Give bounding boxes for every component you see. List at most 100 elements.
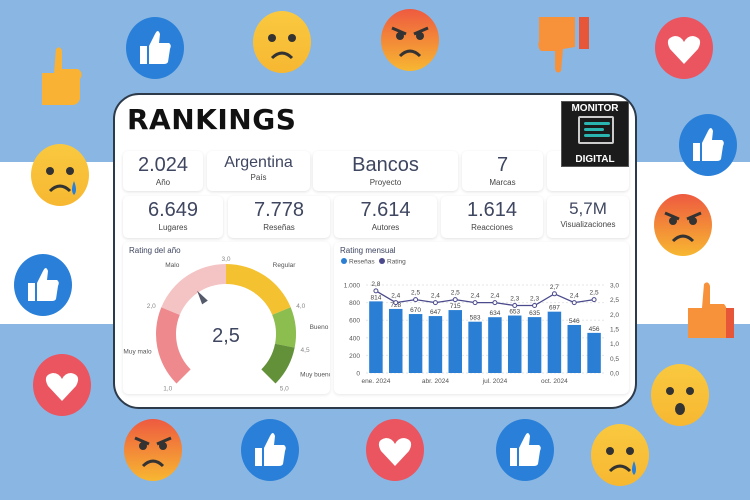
rating-data-label: 2,8 (371, 281, 380, 288)
logo-text-bottom: DIGITAL (575, 154, 615, 165)
gauge-band (161, 264, 226, 315)
rating-point (472, 300, 478, 306)
bar-data-label: 635 (529, 310, 540, 317)
rating-data-label: 2,4 (431, 293, 440, 300)
gauge-band (261, 343, 295, 384)
rating-data-label: 2,5 (411, 290, 420, 297)
rating-point (452, 297, 458, 303)
kpi-value: 5,7M (569, 199, 607, 218)
gauge-value: 2,5 (212, 325, 240, 347)
bar-data-label: 728 (390, 302, 401, 309)
gauge-tick-label: 3,0 (221, 256, 230, 263)
y-left-tick-label: 600 (349, 318, 360, 325)
bar (468, 321, 482, 373)
rating-point (432, 300, 438, 306)
angry-face-icon (123, 418, 183, 482)
like-icon (125, 16, 185, 80)
y-right-tick-label: 0,0 (610, 371, 619, 378)
rating-point (532, 303, 538, 309)
bar (389, 308, 403, 373)
legend-label: Rating (387, 259, 406, 266)
like-icon (240, 418, 300, 482)
surprised-face-icon (650, 363, 710, 427)
kpi-views: 5,7M Visualizaciones (547, 196, 629, 238)
sad-face-icon (590, 423, 650, 487)
angry-face-icon (653, 193, 713, 257)
kpi-value: 7.614 (360, 199, 411, 221)
thumbs-up-yellow-icon (28, 43, 88, 107)
kpi-project: Bancos Proyecto (313, 151, 458, 191)
rating-data-label: 2,4 (570, 293, 579, 300)
gauge-tick-label: 2,0 (147, 303, 156, 310)
logo-text-top: MONITOR (571, 103, 619, 114)
rating-data-label: 2,5 (590, 290, 599, 297)
kpi-value: 1.614 (466, 199, 518, 221)
rating-point (571, 300, 577, 306)
kpi-year: 2.024 Año (123, 151, 203, 191)
like-icon (13, 253, 73, 317)
kpi-label: Lugares (158, 223, 188, 232)
rating-point (492, 300, 498, 306)
rating-data-label: 2,4 (490, 293, 499, 300)
y-left-tick-label: 400 (349, 335, 360, 342)
rating-data-label: 2,4 (391, 293, 400, 300)
rating-data-label: 2,7 (550, 284, 559, 291)
bar-data-label: 456 (589, 326, 600, 333)
kpi-value: 6.649 (147, 199, 199, 221)
rating-point (393, 300, 399, 306)
legend-label: Reseñas (349, 259, 375, 266)
rating-line (375, 290, 595, 307)
y-right-tick-label: 2,5 (610, 297, 619, 304)
bar (527, 317, 542, 373)
y-right-tick-label: 2,0 (610, 312, 619, 319)
gauge-tick-label: 4,5 (301, 347, 310, 354)
bar-data-label: 670 (410, 307, 421, 314)
bar (587, 332, 601, 373)
x-tick-label: ene. 2024 (361, 378, 390, 385)
kpi-label: Marcas (489, 178, 516, 187)
heart-icon (365, 418, 425, 482)
bar-data-label: 814 (370, 294, 381, 301)
gauge-band-label: Bueno (310, 324, 329, 331)
angry-face-icon (380, 8, 440, 72)
x-tick-label: jul. 2024 (482, 378, 508, 385)
page-title: RANKINGS (127, 103, 297, 136)
gauge-band (272, 307, 296, 348)
y-right-tick-label: 1,5 (610, 327, 619, 334)
thumbs-down-icon (535, 13, 595, 77)
bar (567, 324, 581, 373)
bar (508, 315, 522, 373)
legend-marker-rating (379, 258, 385, 264)
rating-data-label: 2,4 (471, 293, 480, 300)
y-right-tick-label: 0,5 (610, 356, 619, 363)
gauge-tick-label: 4,0 (296, 303, 305, 310)
y-left-tick-label: 0 (356, 371, 360, 378)
dashboard-card: RANKINGS 2.024 Año Argentina País Bancos Pr… (113, 93, 637, 409)
y-left-tick-label: 1.000 (344, 283, 361, 290)
legend-marker-resenas (341, 258, 347, 264)
heart-icon (654, 16, 714, 80)
gauge-tick-label: 1,0 (163, 386, 172, 393)
bar (448, 310, 462, 373)
worried-face-icon (252, 10, 312, 74)
rating-gauge: Muy malo Malo Regular Bueno Muy bueno 1,0 2,0 3… (123, 256, 332, 393)
rating-data-label: 2,3 (510, 296, 519, 303)
kpi-label: Autores (371, 223, 400, 232)
kpi-label: Proyecto (369, 178, 402, 187)
bar-data-label: 653 (509, 309, 520, 316)
bar (428, 316, 443, 373)
monthly-rating-chart: Reseñas Rating 0 200 400 600 800 1.000 0,0 0,5 1,0… (341, 258, 619, 385)
kpi-value: 7 (496, 154, 509, 176)
kpi-label: Reseñas (263, 223, 295, 232)
bar (408, 314, 423, 373)
kpi-places: 6.649 Lugares (123, 196, 223, 238)
gauge-panel: Rating del año Muy malo Malo Regular Bueno M… (123, 242, 333, 394)
x-tick-label: abr. 2024 (422, 378, 449, 385)
gauge-band-label: Regular (273, 262, 297, 269)
kpi-reactions: 1.614 Reacciones (441, 196, 543, 238)
y-right-tick-label: 3,0 (610, 283, 619, 290)
rating-point (512, 303, 518, 309)
kpi-value: Bancos (352, 154, 419, 176)
chart-panel: Rating mensual Reseñas Rating 0 200 400 600 80… (334, 242, 629, 394)
kpi-value: 2.024 (137, 154, 189, 176)
